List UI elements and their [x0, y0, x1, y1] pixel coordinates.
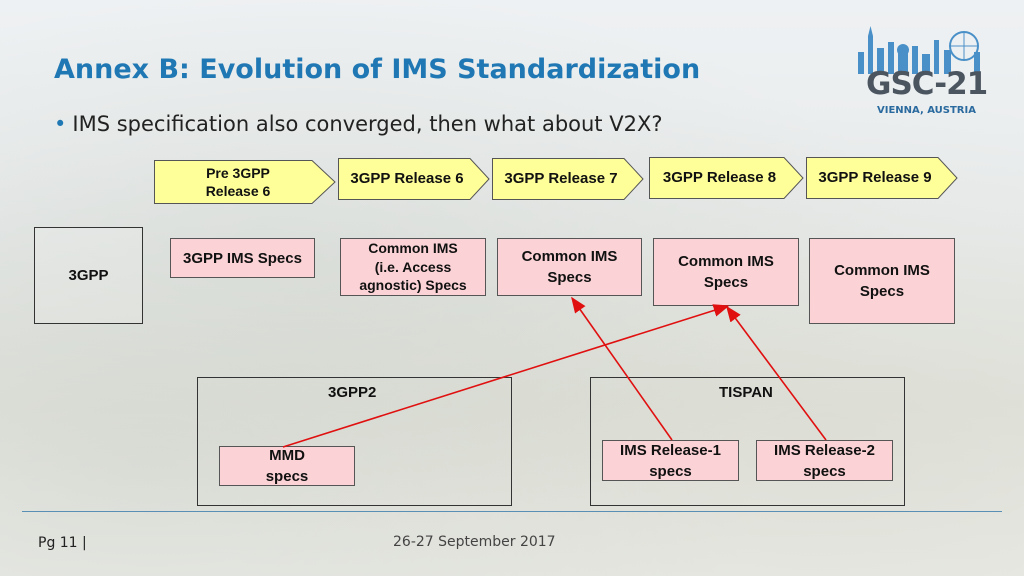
row-label-text: 3GPP [68, 267, 109, 284]
spec-common-access-agnostic: Common IMS (i.e. Access agnostic) Specs [340, 238, 486, 296]
release-label: 3GPP Release 6 [350, 170, 464, 188]
spec-3gpp-ims: 3GPP IMS Specs [170, 238, 315, 278]
logo-location: VIENNA, AUSTRIA [877, 105, 976, 116]
spec-common-r9: Common IMS Specs [809, 238, 955, 324]
slide-title: Annex B: Evolution of IMS Standardizatio… [54, 54, 701, 85]
spec-ims-release-1: IMS Release-1 specs [602, 440, 739, 481]
spec-label: Common IMS Specs [834, 262, 930, 300]
release-arrow-shape [154, 160, 336, 204]
spec-common-r7: Common IMS Specs [497, 238, 642, 296]
spec-common-r8: Common IMS Specs [653, 238, 799, 306]
spec-label: Common IMS (i.e. Access agnostic) Specs [359, 239, 467, 294]
row-label-3gpp: 3GPP [34, 227, 143, 324]
release-pre6: Pre 3GPP Release 6 [154, 160, 336, 204]
footer-date: 26-27 September 2017 [393, 534, 556, 550]
spec-ims-release-2: IMS Release-2 specs [756, 440, 893, 481]
bullet-icon: • [54, 112, 67, 136]
release-label: 3GPP Release 7 [504, 170, 618, 188]
spec-label: Common IMS Specs [521, 248, 618, 286]
release-9: 3GPP Release 9 [806, 157, 958, 199]
footer-page-number: Pg 11 | [38, 535, 87, 551]
release-label: 3GPP Release 9 [818, 169, 932, 187]
spec-label: IMS Release-1 specs [620, 441, 721, 480]
gsc21-logo-skyline-icon [858, 26, 980, 74]
container-label-3gpp2: 3GPP2 [328, 384, 377, 401]
spec-label: MMD specs [265, 447, 309, 485]
spec-label: IMS Release-2 specs [774, 441, 875, 480]
release-6: 3GPP Release 6 [338, 158, 490, 200]
release-label: Pre 3GPP Release 6 [205, 164, 271, 199]
spec-label: 3GPP IMS Specs [183, 249, 302, 267]
container-label-tispan: TISPAN [719, 384, 773, 401]
release-arrow-shape [806, 157, 958, 199]
bullet-text: IMS specification also converged, then w… [72, 112, 663, 136]
release-8: 3GPP Release 8 [649, 157, 804, 199]
bullet-point: • IMS specification also converged, then … [54, 112, 662, 136]
spec-mmd: MMD specs [219, 446, 355, 486]
release-arrow-shape [492, 158, 644, 200]
logo-name: GSC-21 [866, 66, 988, 102]
spec-label: Common IMS Specs [678, 253, 774, 291]
release-label: 3GPP Release 8 [662, 169, 777, 187]
release-arrow-shape [649, 157, 804, 199]
footer-divider [22, 511, 1002, 512]
release-arrow-shape [338, 158, 490, 200]
release-7: 3GPP Release 7 [492, 158, 644, 200]
